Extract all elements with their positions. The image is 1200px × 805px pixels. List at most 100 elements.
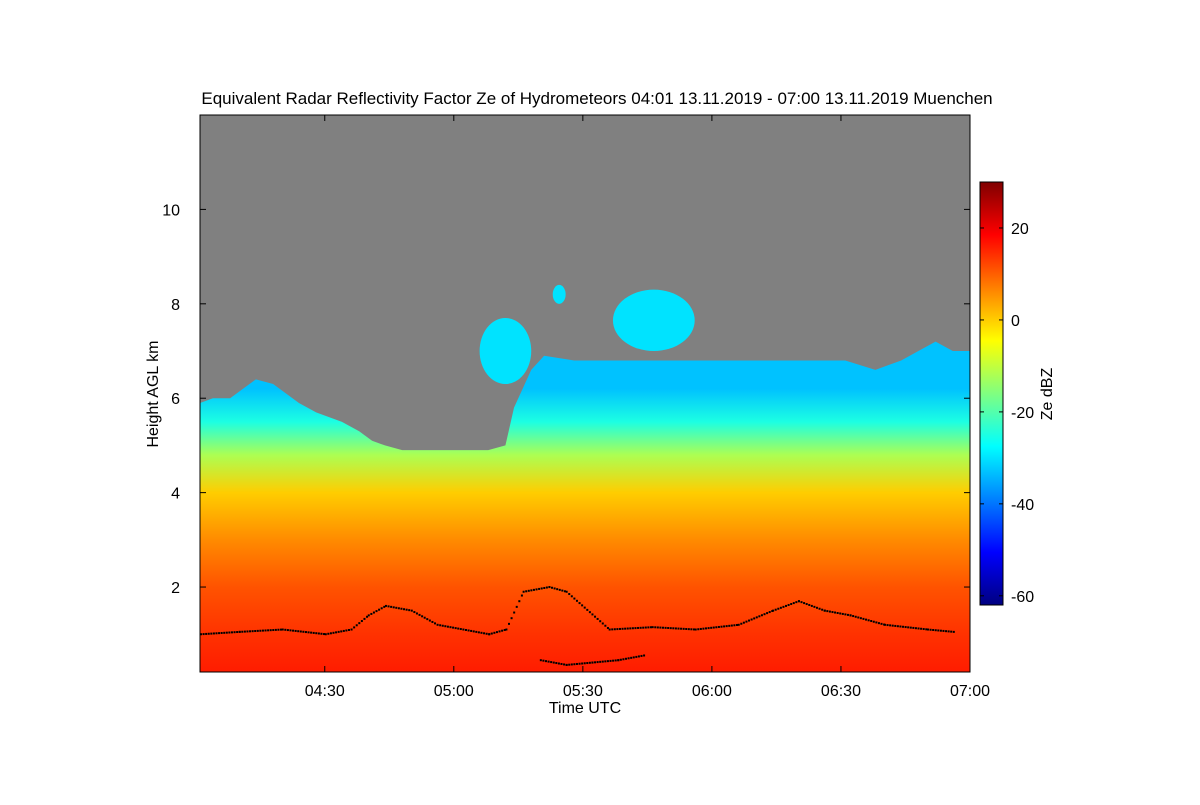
cloud-base-point [542, 659, 545, 662]
colorbar-ticks: -60 -40 -20 0 20 [980, 221, 1034, 606]
cloud-base-point [498, 630, 501, 633]
cloud-base-point [836, 611, 839, 614]
cloud-base-point [854, 615, 857, 618]
cloud-base-point [594, 661, 597, 664]
cloud-base-point [449, 626, 452, 629]
cloud-base-point [766, 612, 769, 615]
cloud-base-point [578, 662, 581, 665]
cloud-base-point [604, 660, 607, 663]
cloud-base-point [894, 624, 897, 627]
cloud-base-point [606, 627, 609, 630]
cloud-base-point [601, 622, 604, 625]
cloud-base-point [384, 604, 387, 607]
cloud-base-point [490, 632, 493, 635]
colorbar-tick-label: 0 [1011, 313, 1020, 330]
cloud-base-point [723, 625, 726, 628]
cloud-base-point [457, 627, 460, 630]
cloud-base-point [428, 619, 431, 622]
cloud-base-point [462, 628, 465, 631]
cloud-base-point [575, 599, 578, 602]
cloud-base-point [220, 631, 223, 634]
plot-content [200, 284, 970, 672]
cloud-base-point [408, 609, 411, 612]
cloud-base-point [583, 662, 586, 665]
cloud-base-point [792, 602, 795, 605]
cloud-base-point [467, 629, 470, 632]
detached-layer-1 [479, 317, 532, 385]
cloud-base-point [483, 632, 486, 635]
cloud-base-point [779, 606, 782, 609]
cloud-base-point [539, 659, 542, 662]
cloud-base-point [939, 629, 942, 632]
cloud-base-point [642, 626, 645, 629]
cloud-base-point [654, 626, 657, 629]
cloud-base-point [218, 632, 221, 635]
cloud-base-point [551, 586, 554, 589]
cloud-base-point [922, 628, 925, 631]
cloud-base-point [730, 624, 733, 627]
cloud-base-point [246, 630, 249, 633]
cloud-base-point [777, 607, 780, 610]
cloud-base-point [925, 628, 928, 631]
cloud-base-point [267, 629, 270, 632]
cloud-base-point [823, 609, 826, 612]
cloud-base-point [505, 628, 508, 631]
cloud-base-point [748, 619, 751, 622]
cloud-base-point [926, 628, 929, 631]
cloud-base-point [596, 661, 599, 664]
cloud-base-point [865, 618, 868, 621]
y-tick-label: 2 [171, 580, 180, 597]
cloud-base-point [380, 607, 383, 610]
y-tick-label: 6 [171, 391, 180, 408]
cloud-base-point [202, 633, 205, 636]
cloud-base-point [826, 610, 829, 613]
y-tick-label: 8 [171, 297, 180, 314]
cloud-base-point [591, 613, 594, 616]
cloud-base-point [810, 604, 813, 607]
x-tick-label: 05:30 [563, 683, 603, 700]
cloud-base-point [532, 588, 535, 591]
cloud-base-point [618, 627, 621, 630]
cloud-base-point [249, 630, 252, 633]
cloud-base-point [426, 618, 429, 621]
cloud-base-point [397, 607, 400, 610]
cloud-base-point [332, 631, 335, 634]
cloud-base-point [540, 587, 543, 590]
cloud-base-point [588, 611, 591, 614]
cloud-base-point [535, 588, 538, 591]
cloud-base-point [563, 663, 566, 666]
cloud-base-point [914, 627, 917, 630]
cloud-base-point [366, 615, 369, 618]
cloud-base-point [816, 606, 818, 609]
cloud-base-point [902, 625, 905, 628]
cloud-base-point [454, 627, 457, 630]
cloud-base-point [621, 627, 624, 630]
cloud-base-point [230, 631, 233, 634]
cloud-base-point [937, 629, 940, 632]
cloud-base-point [690, 628, 693, 631]
cloud-base-point [284, 628, 287, 631]
cloud-base-point [667, 627, 670, 630]
cloud-base-point [599, 620, 602, 623]
cloud-base-point [649, 626, 652, 629]
cloud-base-point [565, 663, 568, 666]
cloud-base-point [768, 611, 771, 614]
cloud-base-point [545, 586, 548, 589]
cloud-base-point [643, 654, 646, 657]
cloud-base-point [635, 655, 638, 658]
colorbar-tick-label: 20 [1011, 221, 1029, 238]
cloud-base-point [327, 632, 330, 635]
cloud-base-point [697, 628, 700, 631]
cloud-base-point [556, 588, 559, 591]
cloud-base-point [475, 630, 478, 633]
cloud-base-point [543, 586, 546, 589]
cloud-base-point [920, 627, 923, 630]
cloud-base-point [672, 627, 675, 630]
cloud-base-point [513, 611, 516, 614]
cloud-base-point [530, 589, 533, 592]
cloud-base-point [522, 590, 525, 593]
cloud-base-point [632, 656, 635, 659]
cloud-base-point [735, 623, 738, 626]
cloud-base-point [758, 615, 761, 618]
cloud-base-point [236, 631, 239, 634]
